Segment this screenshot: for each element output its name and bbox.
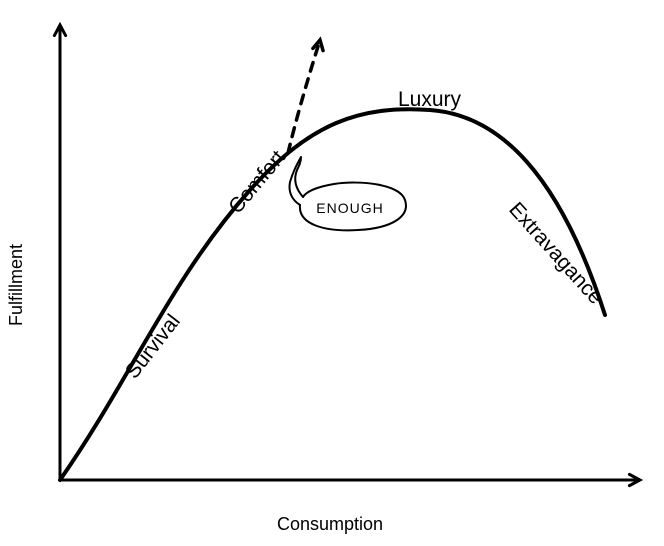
curve-label-extravagance: Extravagance bbox=[504, 198, 607, 309]
enough-label: ENOUGH bbox=[316, 200, 383, 216]
curve-label-luxury: Luxury bbox=[398, 88, 462, 111]
curve-label-comfort: Comfort bbox=[224, 146, 290, 218]
fulfillment-curve-diagram: Consumption Fulfillment Survival Comfort Lux… bbox=[0, 0, 664, 546]
curve-label-survival: Survival bbox=[121, 310, 185, 383]
enough-bubble-tail bbox=[289, 157, 303, 205]
y-axis-label: Fulfillment bbox=[6, 244, 26, 326]
fulfillment-curve bbox=[60, 109, 605, 480]
x-axis-label: Consumption bbox=[277, 514, 383, 534]
